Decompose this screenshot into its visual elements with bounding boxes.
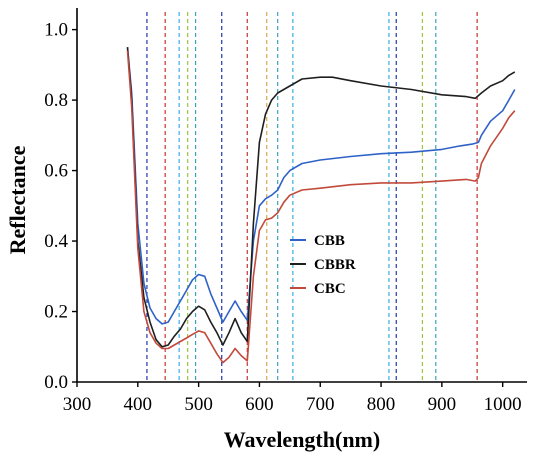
x-tick-label: 1000	[484, 394, 522, 415]
x-tick-label: 600	[245, 394, 274, 415]
axes	[72, 8, 527, 387]
legend: CBB CBBR CBC	[290, 233, 356, 297]
x-tick-label: 500	[184, 394, 213, 415]
y-tick-label: 0.6	[44, 161, 68, 182]
y-tick-label: 0.0	[44, 372, 68, 393]
x-axis-title: Wavelength(nm)	[224, 427, 380, 452]
legend-label-cbc: CBC	[314, 281, 346, 297]
series-line-cbbr	[126, 47, 516, 348]
vertical-marker-lines	[146, 12, 478, 382]
y-tick-label: 1.0	[44, 20, 68, 41]
legend-label-cbb: CBB	[314, 233, 345, 249]
tick-labels: 300 400 500 600 700 800 900 1000 0.0 0.2 0.4 0.6 0.8…	[44, 20, 521, 415]
legend-label-cbbr: CBBR	[314, 257, 356, 273]
series-lines	[126, 47, 516, 364]
y-tick-label: 0.2	[44, 302, 68, 323]
y-tick-label: 0.4	[44, 231, 68, 252]
x-tick-label: 900	[428, 394, 457, 415]
x-tick-label: 300	[63, 394, 92, 415]
x-tick-label: 400	[124, 394, 153, 415]
y-axis-title: Reflectance	[5, 145, 30, 254]
series-line-cbc	[126, 50, 516, 364]
x-tick-label: 800	[367, 394, 396, 415]
y-tick-label: 0.8	[44, 90, 68, 111]
x-tick-label: 700	[306, 394, 335, 415]
